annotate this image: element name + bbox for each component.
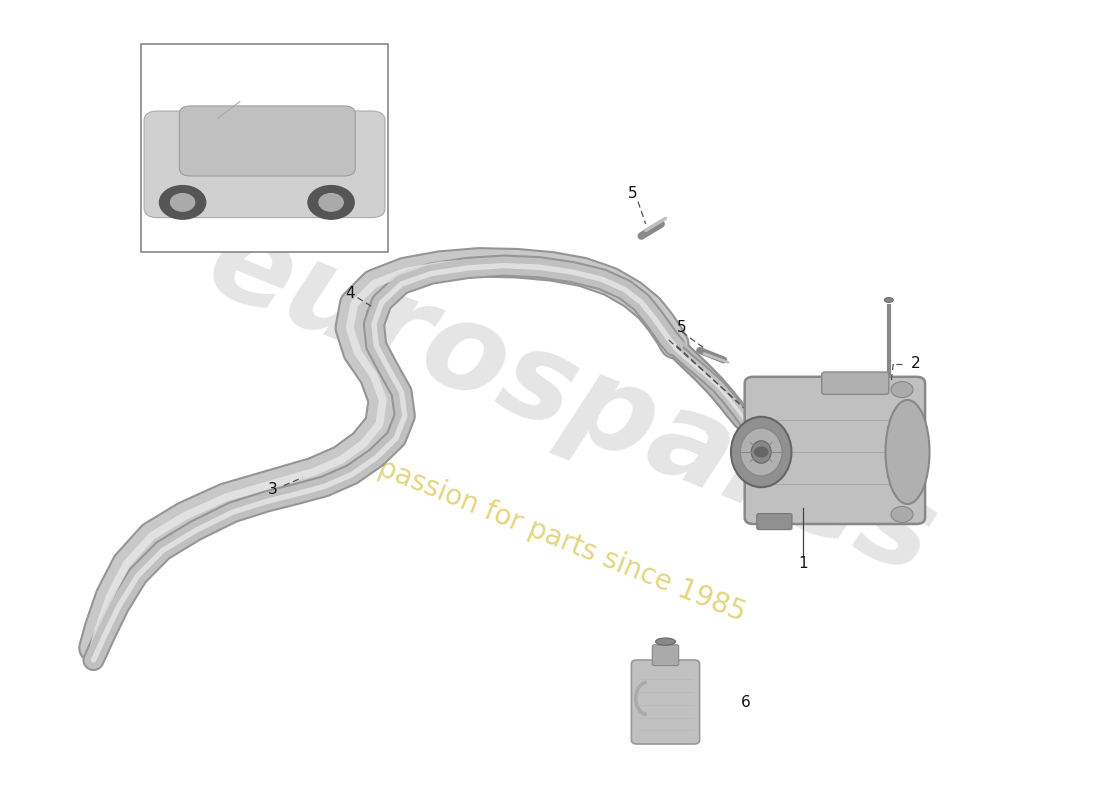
Circle shape [755, 447, 768, 457]
Ellipse shape [740, 428, 782, 476]
Text: 6: 6 [741, 695, 750, 710]
Circle shape [319, 194, 343, 211]
Ellipse shape [886, 400, 929, 504]
FancyBboxPatch shape [745, 377, 925, 524]
Circle shape [891, 506, 913, 522]
FancyBboxPatch shape [631, 660, 700, 744]
FancyBboxPatch shape [179, 106, 355, 176]
Text: 5: 5 [678, 321, 686, 335]
Text: 3: 3 [268, 482, 277, 497]
FancyBboxPatch shape [757, 514, 792, 530]
FancyBboxPatch shape [822, 372, 889, 394]
Text: 4: 4 [345, 286, 354, 301]
Circle shape [891, 382, 913, 398]
Circle shape [160, 186, 206, 219]
Circle shape [308, 186, 354, 219]
Text: eurospares: eurospares [191, 201, 953, 599]
FancyBboxPatch shape [652, 645, 679, 666]
Ellipse shape [751, 441, 771, 463]
Text: 2: 2 [911, 357, 920, 371]
Ellipse shape [730, 417, 791, 487]
Ellipse shape [884, 298, 893, 302]
Text: 1: 1 [799, 557, 807, 571]
Text: a passion for parts since 1985: a passion for parts since 1985 [350, 445, 750, 627]
FancyBboxPatch shape [144, 111, 385, 218]
Ellipse shape [656, 638, 675, 645]
Bar [141, 44, 388, 252]
Text: 5: 5 [628, 186, 637, 201]
Circle shape [170, 194, 195, 211]
